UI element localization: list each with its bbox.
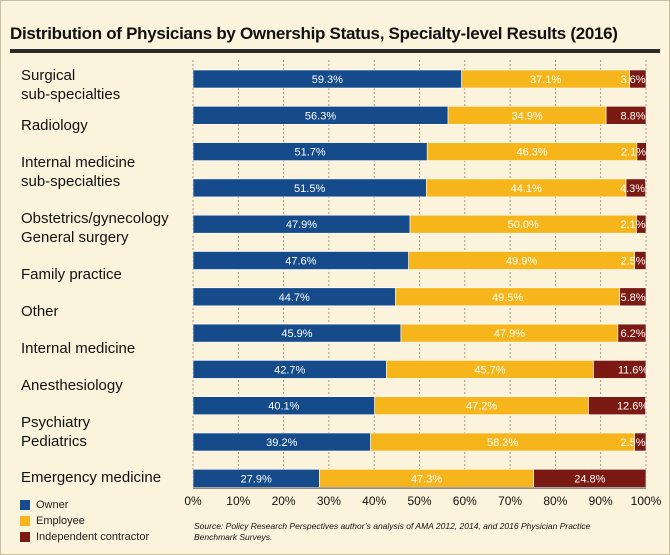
- legend-label-independent-contractor: Independent contractor: [36, 531, 150, 543]
- x-tick-label-2: 20%: [272, 494, 296, 508]
- chart-title: Distribution of Physicians by Ownership …: [10, 24, 618, 43]
- x-tick-label-9: 90%: [589, 494, 613, 508]
- bar-independent-contractor-0: [629, 69, 647, 89]
- category-label-emergency-medicine: Emergency medicine: [21, 469, 162, 486]
- category-label-family-practice: Family practice: [21, 266, 122, 283]
- x-tick-label-10: 100%: [631, 494, 662, 508]
- category-label-internal-medicine: Internal medicine: [21, 340, 136, 357]
- data-label-owner-7: 45.9%: [281, 328, 312, 340]
- data-label-owner-3: 51.5%: [294, 183, 325, 195]
- data-label-independent-contractor-7: 6.2%: [620, 328, 645, 340]
- category-label-obgyn-general-surgery: Obstetrics/gynecology General surgery: [21, 210, 169, 246]
- x-tick-label-1: 10%: [226, 494, 250, 508]
- category-label-anesthesiology: Anesthesiology: [21, 377, 123, 394]
- data-label-employee-0: 37.1%: [530, 74, 561, 86]
- legend-item-owner: Owner: [20, 497, 149, 513]
- data-label-independent-contractor-10: 2.5%: [620, 437, 645, 449]
- bar-independent-contractor-9: [588, 396, 646, 416]
- category-label-radiology: Radiology: [21, 117, 88, 134]
- data-label-independent-contractor-2: 2.1%: [621, 147, 646, 159]
- legend-item-independent-contractor: Independent contractor: [20, 529, 149, 545]
- data-label-employee-3: 44.1%: [511, 183, 542, 195]
- x-tick-label-5: 50%: [407, 494, 431, 508]
- data-label-independent-contractor-6: 5.8%: [620, 292, 645, 304]
- bar-independent-contractor-6: [619, 287, 647, 307]
- bar-independent-contractor-8: [593, 360, 647, 379]
- data-label-owner-11: 27.9%: [241, 473, 272, 485]
- data-label-independent-contractor-3: 4.3%: [620, 183, 645, 195]
- category-label-psychiatry-pediatrics: Psychiatry Pediatrics: [21, 414, 91, 450]
- data-label-owner-0: 59.3%: [312, 74, 343, 86]
- data-label-employee-8: 45.7%: [474, 364, 505, 376]
- bar-independent-contractor-7: [617, 323, 647, 343]
- data-label-owner-1: 56.3%: [305, 110, 336, 122]
- bar-independent-contractor-4: [636, 214, 647, 234]
- data-label-owner-8: 42.7%: [274, 364, 305, 376]
- legend-label-owner: Owner: [36, 499, 69, 511]
- data-label-employee-2: 46.3%: [516, 147, 547, 159]
- data-label-owner-9: 40.1%: [268, 401, 299, 413]
- data-label-owner-2: 51.7%: [294, 147, 325, 159]
- data-label-employee-7: 47.9%: [494, 328, 525, 340]
- data-label-employee-11: 47.3%: [411, 473, 442, 485]
- data-label-employee-9: 47.2%: [466, 401, 497, 413]
- data-label-independent-contractor-9: 12.6%: [617, 401, 648, 413]
- data-label-employee-1: 34.9%: [511, 110, 542, 122]
- data-label-owner-5: 47.6%: [285, 256, 316, 268]
- legend-swatch-employee: [20, 516, 30, 526]
- category-label-other: Other: [21, 303, 59, 320]
- bar-independent-contractor-1: [605, 106, 647, 125]
- data-label-employee-6: 49.5%: [492, 292, 523, 304]
- legend: Owner Employee Independent contractor: [20, 497, 149, 545]
- data-label-owner-10: 39.2%: [266, 437, 297, 449]
- bar-independent-contractor-5: [634, 251, 647, 270]
- data-label-independent-contractor-0: 3.6%: [620, 74, 645, 86]
- data-label-independent-contractor-11: 24.8%: [574, 473, 605, 485]
- legend-swatch-independent-contractor: [20, 532, 30, 542]
- bar-independent-contractor-2: [636, 142, 647, 161]
- bar-independent-contractor-11: [533, 468, 647, 488]
- title-rule: [10, 49, 660, 53]
- x-tick-label-8: 80%: [543, 494, 567, 508]
- bar-independent-contractor-10: [634, 432, 647, 452]
- x-tick-label-0: 0%: [184, 494, 202, 508]
- data-label-employee-5: 49.9%: [506, 256, 537, 268]
- x-tick-label-6: 60%: [453, 494, 477, 508]
- data-label-owner-6: 44.7%: [279, 292, 310, 304]
- data-label-independent-contractor-8: 11.6%: [618, 364, 649, 376]
- data-label-employee-10: 58.3%: [487, 437, 518, 449]
- legend-item-employee: Employee: [20, 513, 149, 529]
- source-note: Source: Policy Research Perspectives aut…: [194, 521, 591, 542]
- x-tick-label-7: 70%: [498, 494, 522, 508]
- data-label-independent-contractor-5: 2.5%: [620, 256, 645, 268]
- legend-swatch-owner: [20, 500, 30, 510]
- data-label-independent-contractor-4: 2.1%: [620, 219, 645, 231]
- bar-independent-contractor-3: [625, 178, 646, 198]
- data-label-employee-4: 50.0%: [508, 219, 539, 231]
- x-tick-label-4: 40%: [362, 494, 386, 508]
- category-label-internal-medicine-sub-specialties: Internal medicine sub-specialties: [21, 154, 136, 190]
- x-tick-label-3: 30%: [317, 494, 341, 508]
- data-label-independent-contractor-1: 8.8%: [620, 110, 645, 122]
- data-label-owner-4: 47.9%: [286, 219, 317, 231]
- category-label-surgical-sub-specialties: Surgical sub-specialties: [21, 67, 121, 103]
- legend-label-employee: Employee: [36, 515, 85, 527]
